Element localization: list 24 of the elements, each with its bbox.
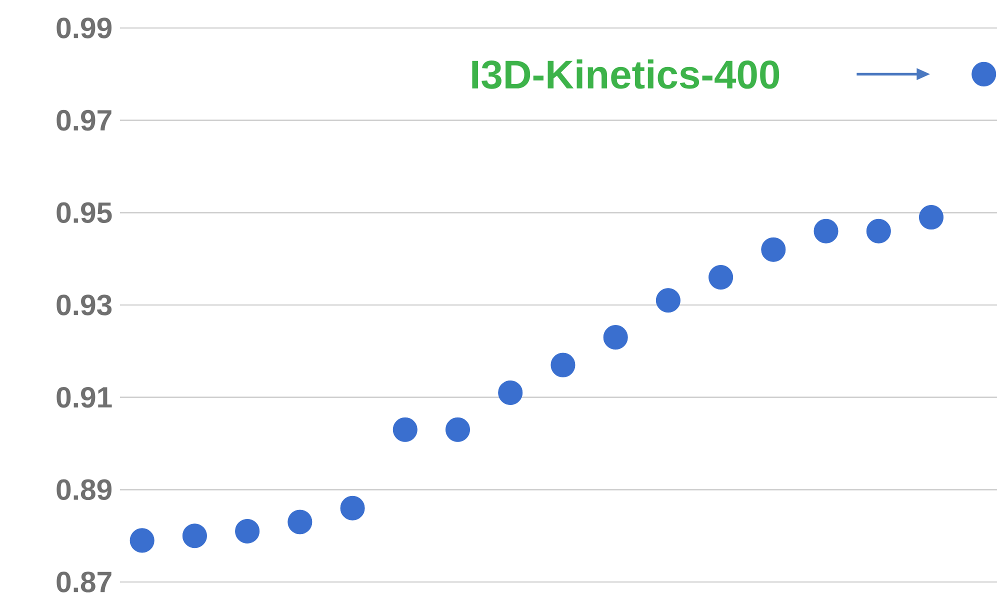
point [708, 265, 734, 290]
point [603, 325, 628, 350]
y-tick-label: 0.93 [56, 294, 112, 316]
y-tick-label: 0.89 [56, 479, 112, 500]
point [656, 288, 680, 313]
point [235, 518, 260, 544]
y-tick-label: 0.99 [56, 18, 112, 38]
y-tick-label: 0.87 [56, 572, 112, 592]
y-tick-label: 0.91 [56, 386, 112, 408]
point [182, 524, 207, 548]
annotation: I3D-Kinetics-400 [472, 59, 780, 89]
point [392, 417, 418, 442]
point [918, 205, 944, 230]
point [550, 352, 576, 378]
point [130, 528, 154, 553]
y-tick-label: 0.97 [56, 110, 112, 131]
point [445, 417, 470, 442]
point [761, 237, 786, 262]
point [814, 218, 838, 244]
point [498, 380, 523, 405]
point [288, 510, 312, 534]
point [866, 218, 891, 244]
y-tick-label: 0.95 [56, 202, 112, 224]
point [340, 496, 365, 520]
